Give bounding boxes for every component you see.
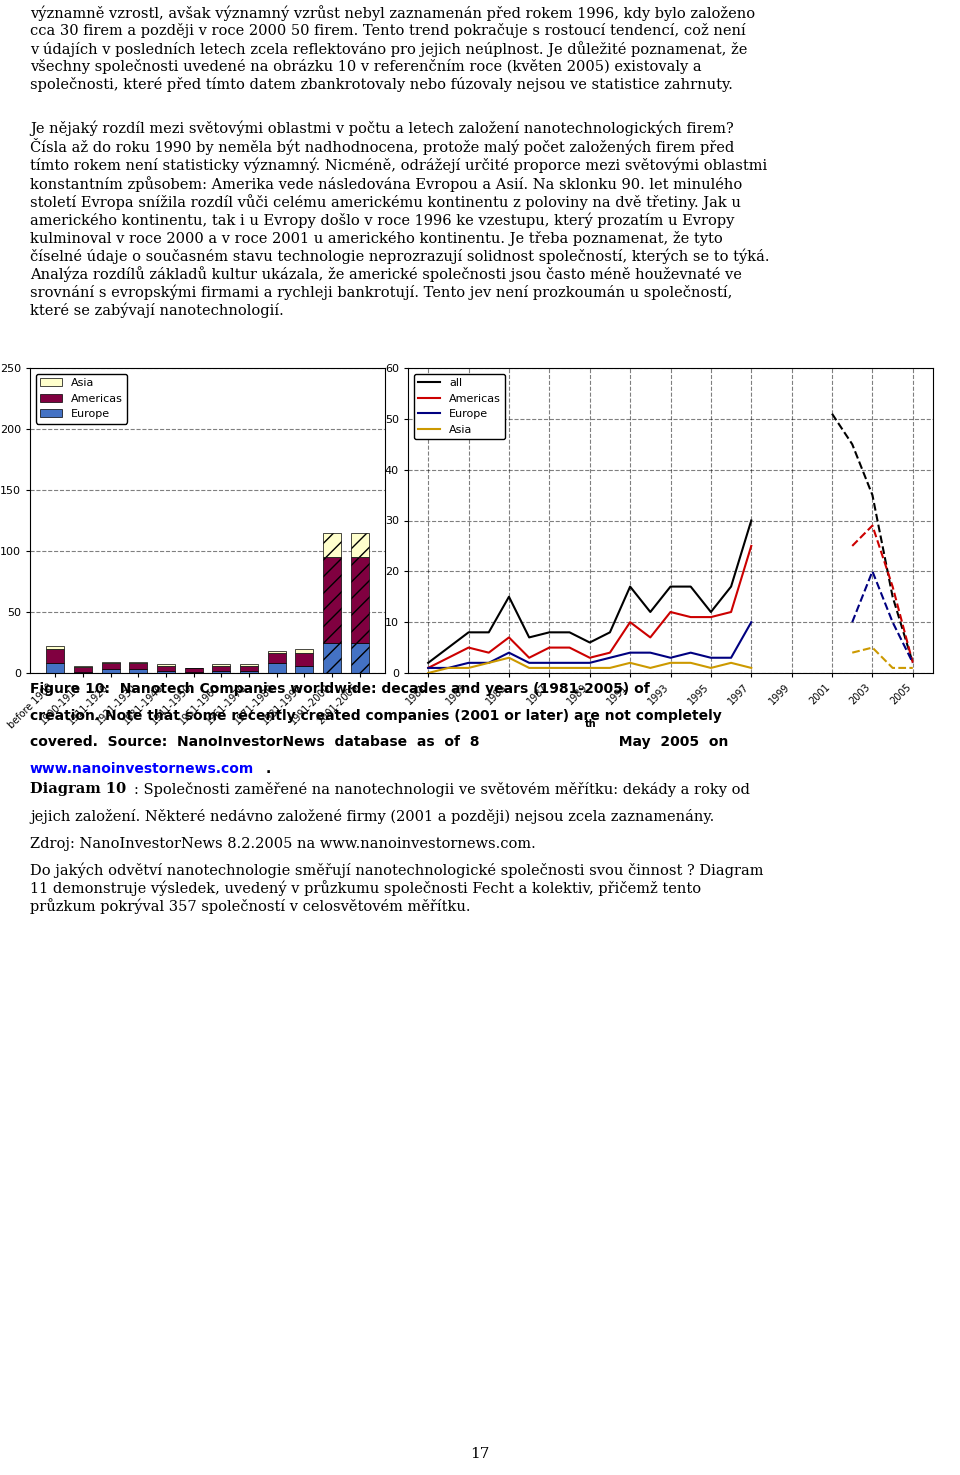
Bar [102,664,120,670]
Text: Zdroj: NanoInvestorNews 8.2.2005 na www.nanoinvestornews.com.: Zdroj: NanoInvestorNews 8.2.2005 na www.… [30,836,536,851]
Text: creation. Note that some recently created companies (2001 or later) are not comp: creation. Note that some recently create… [30,708,722,723]
Bar [324,532,341,558]
Text: : Společnosti zaměřené na nanotechnologii ve světovém měřítku: dekády a roky od: : Společnosti zaměřené na nanotechnologi… [133,782,750,796]
Text: th: th [586,718,597,729]
Bar [268,664,286,673]
Bar [102,670,120,673]
Bar [296,653,314,665]
Bar [240,671,258,673]
Text: Figure 10:  Nanotech Companies worldwide: decades and years (1981-2005) of: Figure 10: Nanotech Companies worldwide:… [30,681,650,696]
Bar [184,668,203,671]
Bar [46,664,64,673]
Bar [212,665,230,671]
Text: May  2005  on: May 2005 on [609,735,728,749]
Bar [156,671,175,673]
Bar [240,665,258,671]
Bar [46,649,64,664]
Bar [268,653,286,664]
Text: Do jakých odvětví nanotechnologie směřují nanotechnologické společnosti svou čin: Do jakých odvětví nanotechnologie směřuj… [30,861,763,914]
Text: významně vzrostl, avšak významný vzrůst nebyl zaznamenán před rokem 1996, kdy by: významně vzrostl, avšak významný vzrůst … [30,4,756,91]
Bar [156,665,175,671]
Bar [268,650,286,653]
Legend: Asia, Americas, Europe: Asia, Americas, Europe [36,373,128,423]
Text: .: . [266,761,271,776]
Bar [350,558,369,643]
Bar [296,665,314,673]
Text: Diagram 10: Diagram 10 [30,782,126,796]
Text: www.nanoinvestornews.com: www.nanoinvestornews.com [30,761,254,776]
Text: covered.  Source:  NanoInvestorNews  database  as  of  8: covered. Source: NanoInvestorNews databa… [30,735,479,749]
Legend: all, Americas, Europe, Asia: all, Americas, Europe, Asia [414,373,505,440]
Bar [350,643,369,673]
Text: Je nějaký rozdíl mezi světovými oblastmi v počtu a letech založení nanotechnolog: Je nějaký rozdíl mezi světovými oblastmi… [30,119,770,319]
Bar [74,667,92,671]
Text: 17: 17 [470,1447,490,1462]
Bar [324,643,341,673]
Bar [350,532,369,558]
Bar [46,646,64,649]
Bar [324,558,341,643]
Bar [212,671,230,673]
Bar [130,664,147,670]
Text: jejich založení. Některé nedávno založené firmy (2001 a později) nejsou zcela za: jejich založení. Některé nedávno založen… [30,810,714,825]
Bar [130,670,147,673]
Bar [296,649,314,653]
